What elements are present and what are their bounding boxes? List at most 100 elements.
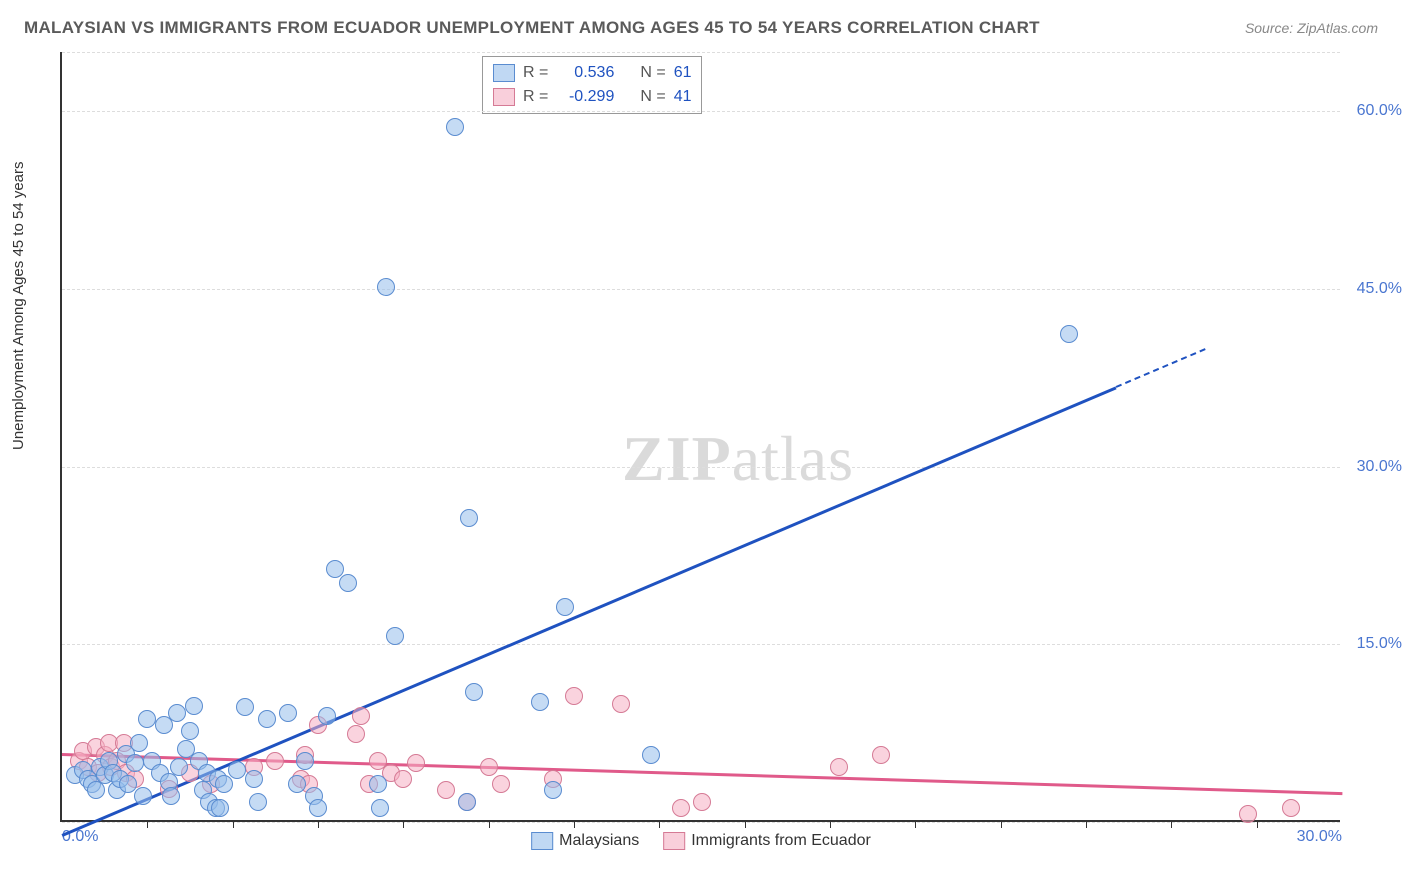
scatter-point: [394, 770, 412, 788]
x-tick: [403, 820, 404, 828]
x-tick: [659, 820, 660, 828]
scatter-point: [531, 693, 549, 711]
scatter-point: [407, 754, 425, 772]
scatter-point: [185, 697, 203, 715]
gridline: [62, 289, 1340, 290]
gridline: [62, 111, 1340, 112]
legend-row: R = -0.299 N = 41: [493, 85, 691, 109]
scatter-point: [544, 781, 562, 799]
legend-swatch: [493, 88, 515, 106]
legend-swatch: [493, 64, 515, 82]
x-tick: [318, 820, 319, 828]
scatter-point: [168, 704, 186, 722]
x-tick: [1001, 820, 1002, 828]
x-tick: [830, 820, 831, 828]
watermark: ZIPatlas: [622, 422, 854, 496]
scatter-point: [266, 752, 284, 770]
x-tick: [233, 820, 234, 828]
scatter-plot: ZIPatlas R =0.536N =61R =-0.299N =41 Mal…: [60, 52, 1340, 822]
scatter-point: [296, 752, 314, 770]
x-tick: [745, 820, 746, 828]
legend-item: Malaysians: [531, 832, 639, 850]
correlation-legend: R = 0.536 N = 61 R = -0.299 N = 41: [482, 56, 702, 114]
scatter-point: [437, 781, 455, 799]
scatter-point: [236, 698, 254, 716]
scatter-point: [492, 775, 510, 793]
scatter-point: [1239, 805, 1257, 823]
legend-label: Malaysians: [559, 832, 639, 850]
scatter-point: [318, 707, 336, 725]
n-label: N =: [640, 61, 665, 85]
scatter-point: [87, 781, 105, 799]
n-value: 61: [674, 61, 692, 85]
legend-swatch: [663, 832, 685, 850]
series-legend: Malaysians Immigrants from Ecuador: [531, 832, 871, 850]
r-label: R =: [523, 61, 548, 85]
x-tick: [915, 820, 916, 828]
scatter-point: [377, 278, 395, 296]
scatter-point: [245, 770, 263, 788]
n-label: N =: [640, 85, 665, 109]
x-tick: [1086, 820, 1087, 828]
scatter-point: [465, 683, 483, 701]
y-axis-label: Unemployment Among Ages 45 to 54 years: [10, 161, 27, 450]
scatter-point: [134, 787, 152, 805]
scatter-point: [249, 793, 267, 811]
scatter-point: [258, 710, 276, 728]
scatter-point: [138, 710, 156, 728]
chart-title: MALAYSIAN VS IMMIGRANTS FROM ECUADOR UNE…: [24, 18, 1040, 38]
scatter-point: [130, 734, 148, 752]
y-tick-label: 30.0%: [1357, 458, 1402, 476]
legend-swatch: [531, 832, 553, 850]
scatter-point: [565, 687, 583, 705]
scatter-point: [288, 775, 306, 793]
x-tick-label: 30.0%: [1297, 828, 1342, 846]
scatter-point: [126, 754, 144, 772]
scatter-point: [1060, 325, 1078, 343]
scatter-point: [211, 799, 229, 817]
source-label: Source: ZipAtlas.com: [1245, 20, 1378, 36]
scatter-point: [872, 746, 890, 764]
x-tick: [1171, 820, 1172, 828]
r-label: R =: [523, 85, 548, 109]
gridline: [62, 52, 1340, 53]
scatter-point: [446, 118, 464, 136]
scatter-point: [215, 775, 233, 793]
scatter-point: [458, 793, 476, 811]
scatter-point: [170, 758, 188, 776]
scatter-point: [693, 793, 711, 811]
r-value: -0.299: [556, 85, 614, 109]
scatter-point: [347, 725, 365, 743]
gridline: [62, 644, 1340, 645]
gridline: [62, 467, 1340, 468]
y-tick-label: 15.0%: [1357, 635, 1402, 653]
y-tick-label: 60.0%: [1357, 102, 1402, 120]
scatter-point: [369, 775, 387, 793]
scatter-point: [480, 758, 498, 776]
scatter-point: [309, 799, 327, 817]
x-tick: [147, 820, 148, 828]
legend-label: Immigrants from Ecuador: [691, 832, 871, 850]
scatter-point: [228, 761, 246, 779]
scatter-point: [672, 799, 690, 817]
trend-line: [1115, 348, 1205, 388]
legend-item: Immigrants from Ecuador: [663, 832, 871, 850]
scatter-point: [279, 704, 297, 722]
scatter-point: [162, 787, 180, 805]
scatter-point: [612, 695, 630, 713]
scatter-point: [181, 722, 199, 740]
gridline: [62, 822, 1340, 823]
scatter-point: [642, 746, 660, 764]
r-value: 0.536: [556, 61, 614, 85]
scatter-point: [556, 598, 574, 616]
y-tick-label: 45.0%: [1357, 280, 1402, 298]
x-tick: [1257, 820, 1258, 828]
x-tick: [574, 820, 575, 828]
scatter-point: [352, 707, 370, 725]
n-value: 41: [674, 85, 692, 109]
scatter-point: [339, 574, 357, 592]
x-tick: [489, 820, 490, 828]
scatter-point: [371, 799, 389, 817]
scatter-point: [460, 509, 478, 527]
legend-row: R = 0.536 N = 61: [493, 61, 691, 85]
